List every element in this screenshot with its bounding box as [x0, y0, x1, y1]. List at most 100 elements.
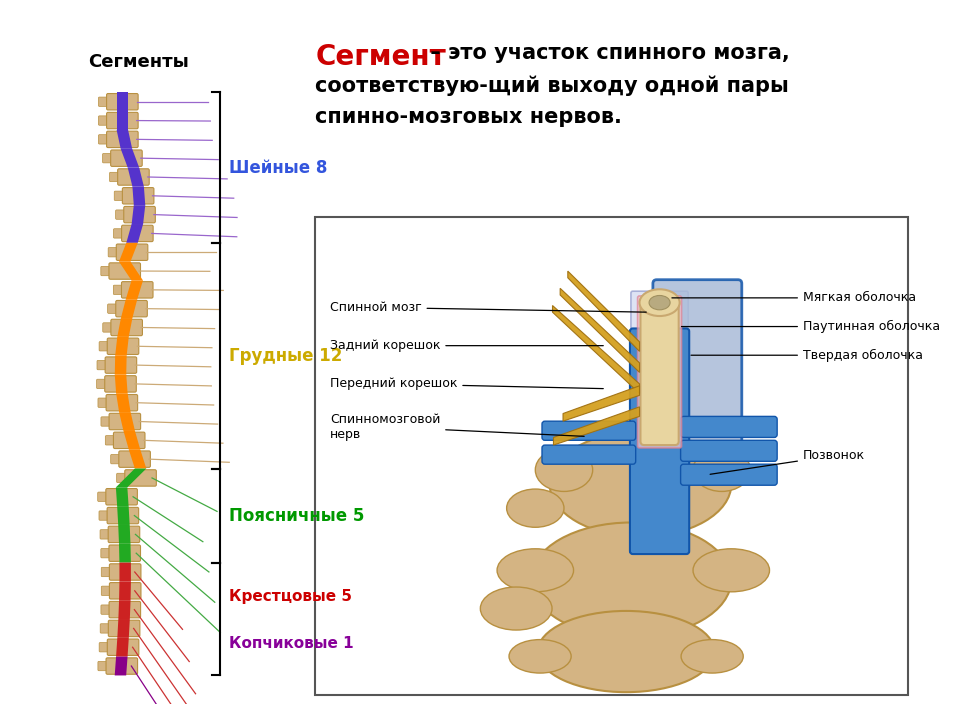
FancyBboxPatch shape [119, 451, 151, 467]
Polygon shape [116, 638, 129, 657]
Ellipse shape [480, 587, 552, 630]
Polygon shape [115, 337, 129, 356]
Polygon shape [115, 356, 127, 374]
FancyBboxPatch shape [98, 398, 108, 408]
FancyBboxPatch shape [108, 263, 140, 279]
FancyBboxPatch shape [98, 492, 108, 501]
Text: Твердая оболочка: Твердая оболочка [691, 348, 923, 361]
Polygon shape [132, 186, 145, 205]
Polygon shape [116, 469, 146, 487]
Text: Мягкая оболочка: Мягкая оболочка [672, 292, 916, 305]
FancyBboxPatch shape [107, 131, 138, 148]
FancyBboxPatch shape [117, 473, 126, 482]
Text: соответствую-щий выходу одной пары: соответствую-щий выходу одной пары [316, 75, 789, 96]
Text: Грудные 12: Грудные 12 [229, 347, 343, 365]
FancyBboxPatch shape [101, 417, 110, 426]
FancyBboxPatch shape [107, 112, 138, 129]
Ellipse shape [531, 523, 732, 637]
Ellipse shape [649, 295, 670, 310]
Text: спинно-мозговых нервов.: спинно-мозговых нервов. [316, 107, 622, 127]
FancyBboxPatch shape [631, 291, 688, 453]
FancyBboxPatch shape [108, 338, 139, 354]
Text: Передний корешок: Передний корешок [330, 377, 603, 390]
FancyBboxPatch shape [99, 341, 108, 351]
FancyBboxPatch shape [640, 299, 679, 445]
FancyBboxPatch shape [111, 319, 142, 336]
Polygon shape [121, 300, 137, 318]
FancyBboxPatch shape [122, 282, 153, 298]
Polygon shape [117, 506, 130, 525]
Ellipse shape [681, 639, 743, 673]
FancyBboxPatch shape [103, 323, 112, 332]
Polygon shape [119, 412, 135, 431]
FancyBboxPatch shape [113, 432, 145, 449]
FancyBboxPatch shape [109, 413, 140, 430]
Polygon shape [119, 562, 131, 582]
Polygon shape [128, 168, 144, 186]
Polygon shape [553, 305, 639, 393]
FancyBboxPatch shape [109, 172, 119, 181]
Ellipse shape [639, 289, 680, 316]
Polygon shape [117, 619, 130, 638]
Polygon shape [119, 243, 138, 261]
FancyBboxPatch shape [99, 135, 108, 144]
Polygon shape [567, 271, 639, 351]
FancyBboxPatch shape [681, 441, 778, 462]
FancyBboxPatch shape [109, 582, 141, 599]
FancyBboxPatch shape [108, 620, 140, 636]
FancyBboxPatch shape [101, 605, 110, 614]
FancyBboxPatch shape [106, 436, 115, 445]
FancyBboxPatch shape [108, 526, 140, 543]
FancyBboxPatch shape [97, 361, 107, 370]
FancyBboxPatch shape [99, 642, 108, 652]
FancyBboxPatch shape [110, 454, 120, 464]
Polygon shape [119, 261, 143, 281]
Ellipse shape [536, 449, 592, 492]
Polygon shape [116, 92, 128, 111]
FancyBboxPatch shape [108, 248, 118, 257]
FancyBboxPatch shape [108, 508, 138, 523]
Ellipse shape [550, 432, 732, 537]
Polygon shape [129, 450, 146, 469]
Polygon shape [554, 407, 639, 445]
FancyBboxPatch shape [99, 97, 108, 107]
Polygon shape [114, 657, 128, 675]
FancyBboxPatch shape [116, 300, 147, 317]
FancyBboxPatch shape [114, 191, 124, 200]
FancyBboxPatch shape [99, 116, 108, 125]
FancyBboxPatch shape [106, 658, 137, 674]
Ellipse shape [507, 489, 564, 527]
Polygon shape [116, 487, 129, 506]
FancyBboxPatch shape [108, 304, 117, 313]
Text: Спинной мозг: Спинной мозг [330, 301, 646, 314]
Polygon shape [121, 149, 139, 168]
FancyBboxPatch shape [109, 601, 140, 618]
FancyBboxPatch shape [106, 357, 136, 373]
FancyBboxPatch shape [113, 229, 123, 238]
FancyBboxPatch shape [106, 489, 137, 505]
Polygon shape [116, 111, 128, 130]
FancyBboxPatch shape [105, 376, 136, 392]
FancyBboxPatch shape [107, 395, 137, 411]
FancyBboxPatch shape [103, 153, 112, 163]
Text: Сегменты: Сегменты [88, 53, 189, 71]
Text: Спинномозговой
нерв: Спинномозговой нерв [330, 413, 584, 441]
FancyBboxPatch shape [118, 168, 149, 185]
Polygon shape [126, 281, 143, 300]
Polygon shape [124, 431, 140, 450]
FancyBboxPatch shape [108, 639, 139, 655]
FancyBboxPatch shape [122, 188, 154, 204]
Ellipse shape [497, 549, 573, 592]
FancyBboxPatch shape [113, 285, 123, 294]
Polygon shape [116, 130, 132, 149]
Polygon shape [127, 224, 143, 243]
FancyBboxPatch shape [100, 530, 109, 539]
Text: – это участок спинного мозга,: – это участок спинного мозга, [422, 42, 789, 63]
FancyBboxPatch shape [101, 549, 110, 558]
Polygon shape [132, 205, 145, 224]
Polygon shape [561, 288, 639, 372]
FancyBboxPatch shape [109, 545, 140, 562]
Ellipse shape [693, 449, 751, 492]
FancyBboxPatch shape [681, 464, 778, 485]
FancyBboxPatch shape [100, 624, 109, 633]
